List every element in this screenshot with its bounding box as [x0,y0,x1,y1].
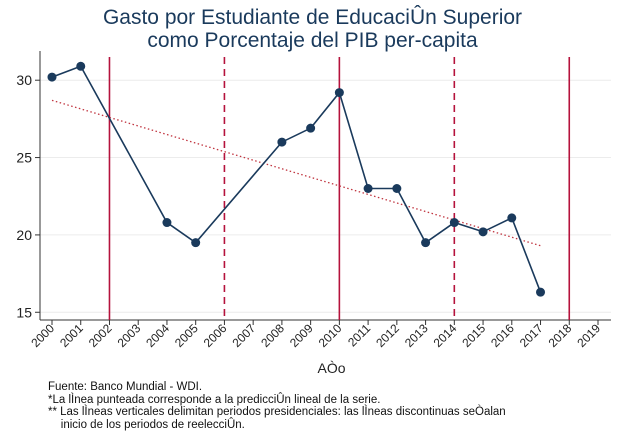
chart-notes: Fuente: Banco Mundial - WDI. *La lÌnea p… [48,381,506,431]
data-point [507,213,517,223]
data-point [162,218,172,228]
x-tick-label: 2016 [488,321,517,350]
data-point [334,88,344,98]
chart-title-line-1: Gasto por Estudiante de EducaciÛn Superi… [102,6,523,29]
note-vlines-cont: inicio de los periodos de reelecciÛn. [48,418,245,431]
data-point [363,184,373,193]
x-tick-label: 2013 [402,321,431,350]
x-tick-label: 2017 [517,321,546,350]
data-point [478,227,488,237]
chart-title-line-2: como Porcentaje del PIB per-capita [147,29,478,52]
y-tick-label: 30 [16,72,32,88]
x-axis-title: AÒo [317,360,345,376]
y-tick-label: 15 [16,304,32,320]
chart-title: Gasto por Estudiante de EducaciÛn Superi… [0,6,625,52]
x-tick-label: 2019 [574,321,603,350]
x-tick-label: 2000 [28,321,57,350]
data-point [392,184,402,193]
data-point [421,238,431,248]
x-tick-label: 2015 [459,321,488,350]
note-source: Fuente: Banco Mundial - WDI. [48,381,203,393]
x-tick-label: 2008 [258,321,287,350]
data-point [76,61,86,71]
x-tick-label: 2012 [373,321,402,350]
x-tick-label: 2006 [201,321,230,350]
x-tick-label: 2001 [57,321,86,350]
data-point [449,218,459,228]
data-point [277,137,287,147]
x-tick-label: 2011 [345,321,373,349]
trend-line [51,99,541,247]
x-tick-label: 2010 [316,321,345,350]
note-vlines: ** Las lÌneas verticales delimitan perio… [48,406,506,418]
data-point [536,287,546,297]
x-tick-label: 2005 [172,321,201,350]
x-tick-label: 2003 [115,321,144,350]
x-tick-label: 2014 [431,321,460,350]
x-tick-label: 2004 [143,321,172,350]
x-tick-label: 2018 [546,321,575,350]
data-point [306,123,316,133]
note-trendline: *La lÌnea punteada corresponde a la pred… [48,393,381,406]
line-chart: 15 20 25 30 2000 2001 2002 2003 2004 2005 2006 2007… [16,51,611,376]
x-tick-label: 2007 [229,321,258,350]
y-tick-label: 25 [16,150,32,166]
x-tick-label: 2009 [287,321,316,350]
data-point [47,72,57,82]
x-tick-label: 2002 [86,321,115,350]
y-tick-label: 20 [16,227,32,243]
data-point [191,238,201,248]
series-line [51,65,542,293]
